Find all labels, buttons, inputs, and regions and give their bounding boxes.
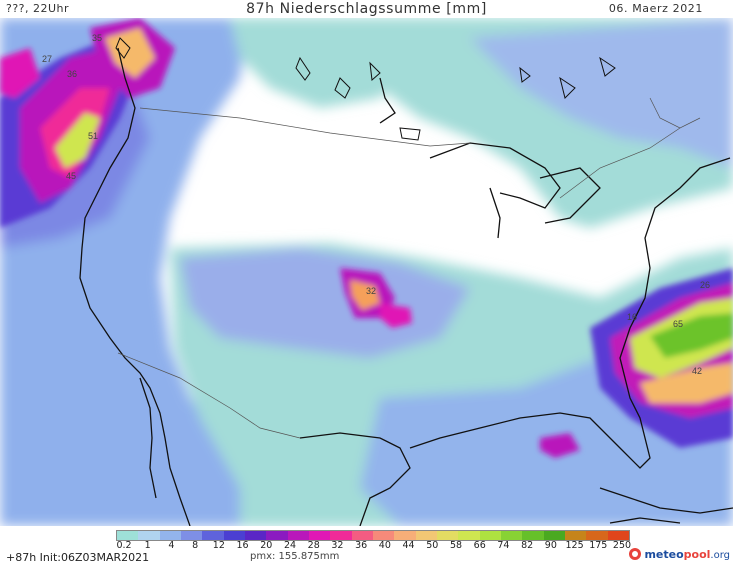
legend-tick-label: 66 <box>473 540 486 551</box>
map-value-label: 65 <box>673 319 683 329</box>
valid-time-label: ???, 22Uhr <box>6 2 70 15</box>
legend-swatch <box>266 531 288 540</box>
map-value-label: 35 <box>92 33 102 43</box>
legend-tick-label: 175 <box>589 540 608 551</box>
legend-tick-label: 28 <box>307 540 320 551</box>
map-value-label: 42 <box>692 366 702 376</box>
legend-swatch <box>244 531 267 540</box>
map-value-label: 32 <box>366 286 376 296</box>
legend-swatch <box>436 531 459 540</box>
map-value-label: 27 <box>42 54 52 64</box>
legend-swatch <box>223 531 245 540</box>
legend-tick-label: 40 <box>378 540 391 551</box>
legend-tick-label: 50 <box>426 540 439 551</box>
legend-tick-label: 250 <box>612 540 632 551</box>
legend-tick-label: 16 <box>236 540 249 551</box>
legend-tick-label: 125 <box>565 540 584 551</box>
legend-tick-label: 32 <box>331 540 344 551</box>
legend-tick-label: 0.2 <box>116 540 132 551</box>
map-value-label: 26 <box>700 280 710 290</box>
legend-swatch <box>351 531 373 540</box>
meteopool-logo[interactable]: meteopool.org <box>629 548 730 561</box>
legend-tick-label: 36 <box>355 540 368 551</box>
valid-date-label: 06. Maerz 2021 <box>608 2 703 15</box>
max-precip-label: pmx: 155.875mm <box>250 551 340 562</box>
legend-swatch <box>330 531 352 540</box>
map-title: 87h Niederschlagssumme [mm] <box>246 1 487 17</box>
legend-swatch <box>479 531 501 540</box>
precip-value-labels: 35 27 36 51 45 32 26 16 65 42 <box>42 33 710 376</box>
legend-swatch <box>372 531 395 540</box>
legend-swatch <box>458 531 480 540</box>
legend-swatch <box>117 531 139 540</box>
legend-swatch <box>159 531 181 540</box>
legend-tick-label: 24 <box>283 540 297 551</box>
legend-swatch <box>180 531 203 540</box>
legend-tick-label: 12 <box>212 540 225 551</box>
logo-pin-icon <box>629 548 642 560</box>
legend-tick-label: 8 <box>192 540 199 551</box>
legend-swatch <box>287 531 309 540</box>
borders <box>117 97 701 439</box>
legend-swatch <box>564 531 587 540</box>
color-scale-legend <box>116 530 630 541</box>
precip-field-heavy <box>0 18 733 458</box>
legend-swatch <box>308 531 331 540</box>
legend-tick-label: 82 <box>521 540 534 551</box>
legend-swatch <box>607 531 629 540</box>
legend-swatch <box>543 531 565 540</box>
legend-tick-label: 1 <box>144 540 151 551</box>
coastlines <box>79 47 733 526</box>
legend-swatch <box>415 531 437 540</box>
map-value-label: 45 <box>66 171 76 181</box>
legend-swatch <box>586 531 608 540</box>
map-value-label: 36 <box>67 69 77 79</box>
legend-swatch <box>522 531 544 540</box>
legend-tick-label: 90 <box>544 540 557 551</box>
precipitation-map: 35 27 36 51 45 32 26 16 65 42 <box>0 18 733 526</box>
map-header: ???, 22Uhr 87h Niederschlagssumme [mm] 0… <box>0 0 733 19</box>
map-canvas: 35 27 36 51 45 32 26 16 65 42 <box>0 18 733 526</box>
legend-swatch <box>138 531 160 540</box>
map-value-label: 16 <box>627 312 637 322</box>
legend-tick-label: 44 <box>402 540 415 551</box>
color-scale-labels: 0.2 1 4 8 12 16 20 24 28 32 36 40 44 50 58 66 74 82 90 125 1… <box>116 540 632 552</box>
legend-swatch <box>394 531 416 540</box>
legend-tick-label: 4 <box>168 540 175 551</box>
legend-tick-label: 74 <box>497 540 510 551</box>
forecast-init-label: +87h Init:06Z03MAR2021 <box>6 551 150 564</box>
map-footer: 0.2 1 4 8 12 16 20 24 28 32 36 40 44 50 58 66 74 82 90 125 1… <box>0 526 733 566</box>
lakes-islands <box>115 37 616 141</box>
map-value-label: 51 <box>88 131 98 141</box>
legend-swatch <box>202 531 224 540</box>
legend-swatch <box>500 531 523 540</box>
legend-tick-label: 58 <box>449 540 463 551</box>
legend-tick-label: 20 <box>260 540 273 551</box>
